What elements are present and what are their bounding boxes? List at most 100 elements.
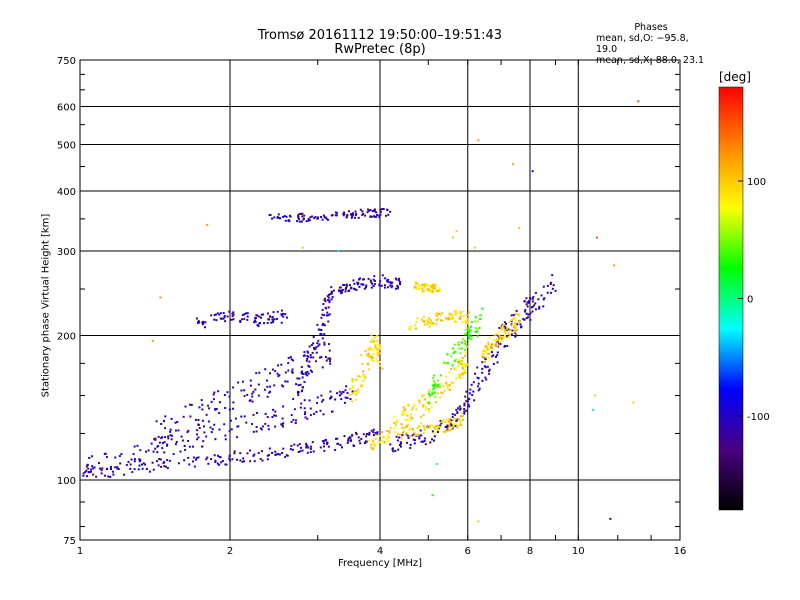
echo-point (349, 439, 352, 442)
echo-point (433, 382, 436, 385)
echo-point (322, 322, 325, 325)
echo-point (468, 329, 471, 332)
echo-point (487, 357, 490, 360)
echo-point (418, 285, 421, 288)
echo-point (358, 285, 361, 288)
echo-point (467, 329, 470, 332)
echo-point (207, 404, 210, 407)
echo-point (214, 313, 217, 316)
echo-point (439, 396, 442, 399)
echo-point (423, 437, 426, 440)
echo-point (373, 283, 376, 286)
echo-point (321, 218, 324, 221)
echo-point (445, 317, 448, 320)
x-tick-label: 4 (377, 546, 383, 557)
echo-point (504, 332, 507, 335)
echo-point (524, 309, 527, 312)
echo-point (525, 297, 528, 300)
echo-point (307, 217, 310, 220)
echo-point (433, 435, 436, 438)
echo-point (407, 404, 410, 407)
echo-point (379, 208, 382, 211)
echo-point (167, 437, 170, 440)
echo-point (280, 363, 283, 366)
echo-point (457, 418, 460, 421)
echo-point (170, 438, 173, 441)
echo-point (411, 434, 414, 437)
echo-point (365, 284, 368, 287)
echo-point (421, 395, 424, 398)
echo-point (215, 319, 218, 322)
echo-point (241, 380, 244, 383)
echo-point (532, 296, 535, 299)
echo-point (404, 408, 407, 411)
y-tick-label: 750 (57, 56, 76, 67)
echo-point (537, 298, 540, 301)
echo-point (328, 357, 331, 360)
echo-point (369, 215, 372, 218)
echo-point (491, 343, 494, 346)
echo-point (281, 425, 284, 428)
echo-point (493, 334, 496, 337)
echo-point (233, 452, 236, 455)
echo-point (502, 336, 505, 339)
echo-point (464, 363, 467, 366)
echo-point (510, 319, 513, 322)
echo-point (465, 345, 468, 348)
echo-point (426, 426, 429, 429)
echo-point (551, 287, 554, 290)
echo-point (368, 346, 371, 349)
echo-point (246, 393, 249, 396)
echo-point (410, 325, 413, 328)
echo-point (177, 462, 180, 465)
echo-point (269, 214, 272, 217)
echo-point (504, 327, 507, 330)
echo-point (322, 398, 325, 401)
echo-point (448, 371, 451, 374)
echo-point (243, 389, 246, 392)
echo-point (450, 426, 453, 429)
echo-point (510, 333, 513, 336)
echo-point (278, 453, 281, 456)
echo-point (290, 420, 293, 423)
echo-point (243, 415, 246, 418)
echo-point (465, 317, 468, 320)
echo-point (163, 451, 166, 454)
echo-point (435, 313, 438, 316)
echo-point (133, 445, 136, 448)
echo-point (311, 351, 314, 354)
echo-point (531, 297, 534, 300)
echo-point (451, 413, 454, 416)
echo-point (166, 459, 169, 462)
echo-point (505, 322, 508, 325)
echo-point (138, 458, 141, 461)
echo-point (359, 277, 362, 280)
echo-point (463, 410, 466, 413)
echo-point (413, 285, 416, 288)
echo-point (224, 463, 227, 466)
echo-point (272, 311, 275, 314)
echo-point (379, 434, 382, 437)
echo-point (259, 322, 262, 325)
echo-point (359, 442, 362, 445)
echo-point (400, 436, 403, 439)
echo-point (496, 333, 499, 336)
echo-point (378, 283, 381, 286)
echo-point (91, 465, 94, 468)
echo-point (130, 458, 133, 461)
echo-point (243, 395, 246, 398)
echo-point (423, 393, 426, 396)
echo-point (258, 315, 261, 318)
echo-point (335, 214, 338, 217)
echo-point (303, 399, 306, 402)
echo-point (300, 371, 303, 374)
echo-point (367, 347, 370, 350)
echo-point (422, 440, 425, 443)
echo-point (326, 443, 329, 446)
echo-point (292, 418, 295, 421)
chart-title: Tromsø 20161112 19:50:00–19:51:43 (257, 28, 503, 43)
echo-point (464, 395, 467, 398)
echo-point (316, 323, 319, 326)
echo-point (506, 328, 509, 331)
echo-point (346, 213, 349, 216)
